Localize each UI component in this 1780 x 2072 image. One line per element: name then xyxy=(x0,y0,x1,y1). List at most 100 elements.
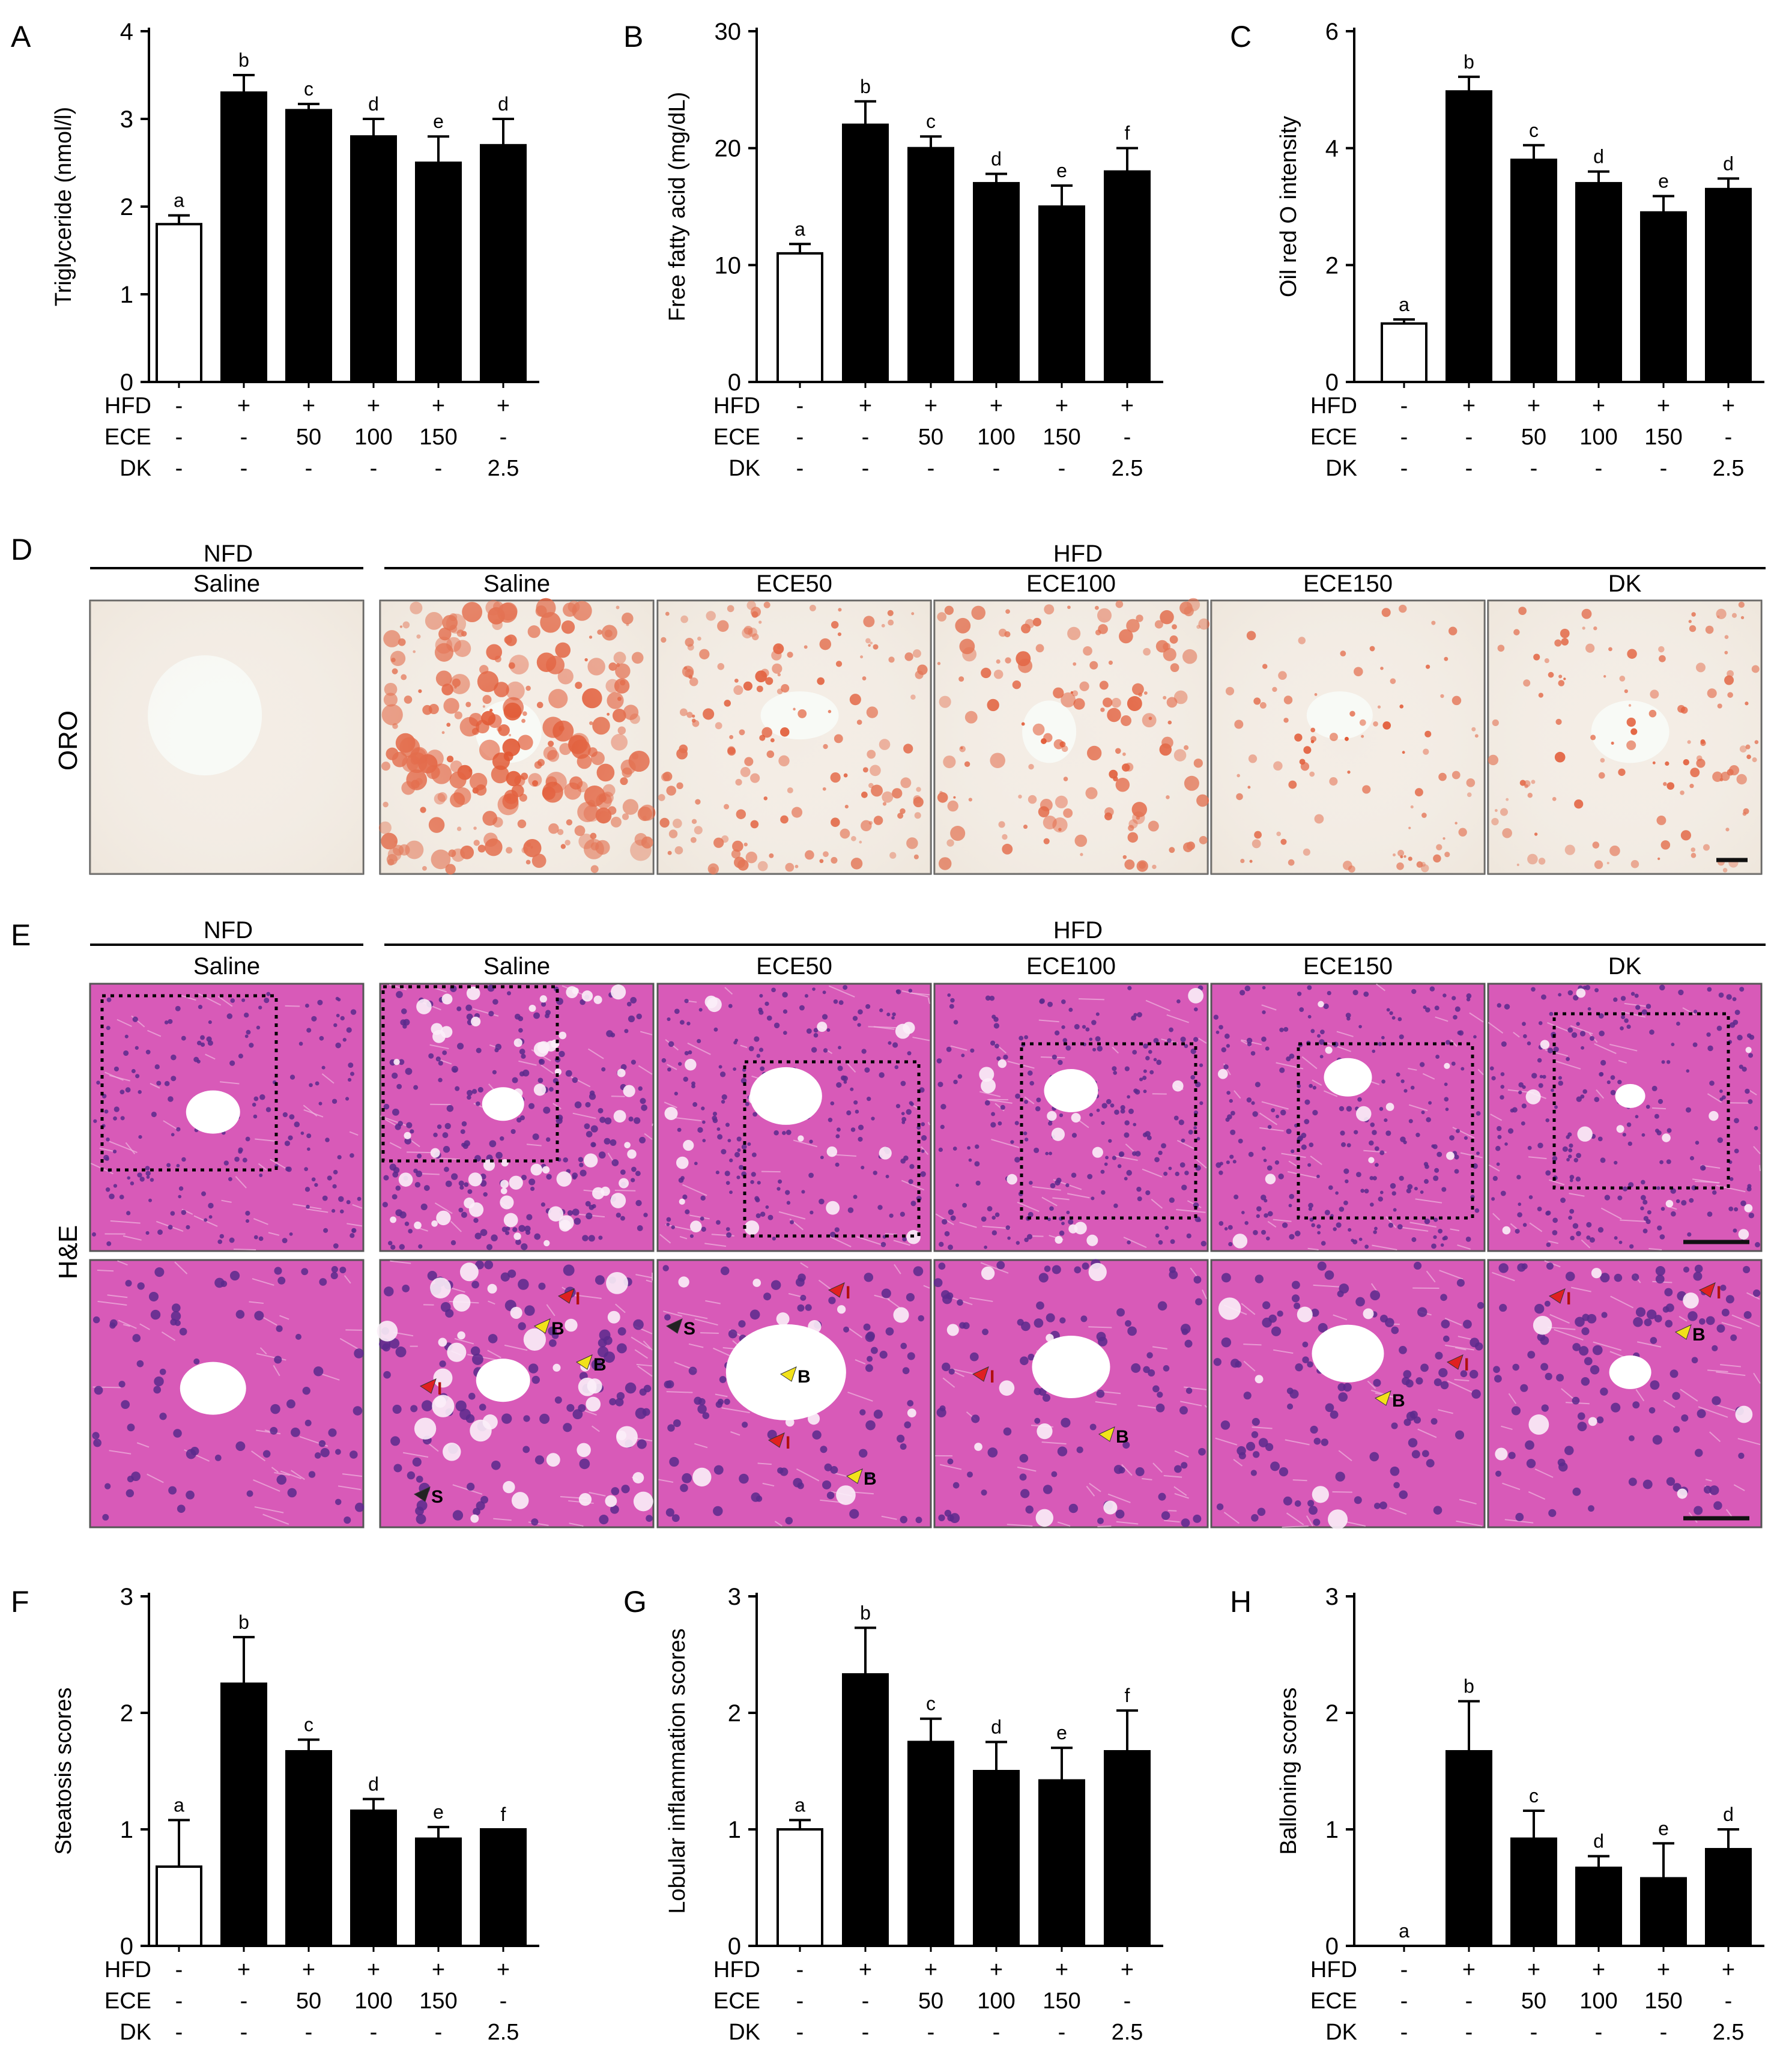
nucleus xyxy=(1617,1195,1623,1201)
nucleus xyxy=(1161,1511,1170,1520)
nucleus xyxy=(439,1360,446,1368)
nucleus xyxy=(242,1157,247,1163)
nucleus xyxy=(1049,1151,1053,1156)
nucleus xyxy=(944,1231,950,1237)
nucleus xyxy=(1319,1055,1324,1059)
nucleus xyxy=(712,1111,718,1116)
sinusoid xyxy=(1017,1466,1037,1472)
nucleus xyxy=(1493,1366,1500,1374)
significance-letter: c xyxy=(926,1693,936,1715)
nucleus xyxy=(896,1434,905,1443)
sinusoid xyxy=(1594,1043,1617,1055)
nucleus xyxy=(1050,1183,1056,1189)
nucleus xyxy=(1046,1313,1055,1322)
fat-vacuole xyxy=(692,1467,712,1487)
nucleus xyxy=(1163,1365,1170,1372)
nucleus xyxy=(1579,1031,1586,1037)
treatment-cell: - xyxy=(175,2020,183,2045)
y-tick-label: 0 xyxy=(1325,1933,1339,1960)
nucleus xyxy=(585,1201,591,1207)
nucleus xyxy=(1718,992,1724,998)
nucleus xyxy=(1473,1035,1477,1039)
nucleus xyxy=(1346,1143,1351,1148)
sinusoid xyxy=(646,1279,653,1283)
nucleus xyxy=(1258,1438,1268,1447)
sinusoid xyxy=(384,1118,397,1127)
nucleus xyxy=(383,1103,390,1110)
nucleus xyxy=(126,1211,131,1216)
sinusoid xyxy=(258,1163,267,1171)
he-tile-high-1 xyxy=(377,1259,655,1528)
sinusoid xyxy=(1259,1112,1278,1125)
nucleus xyxy=(786,1130,792,1135)
nucleus xyxy=(526,1214,533,1220)
marker-letter: I xyxy=(575,1289,580,1309)
sinusoid xyxy=(123,1235,142,1241)
group-label-hfd-he: HFD xyxy=(1053,917,1103,944)
nucleus xyxy=(1042,1393,1051,1402)
y-tick-label: 3 xyxy=(120,106,133,133)
sinusoid xyxy=(923,1285,930,1289)
nucleus xyxy=(1568,1216,1573,1220)
nucleus xyxy=(127,1423,135,1432)
sinusoid xyxy=(730,1431,740,1436)
nucleus xyxy=(626,1002,632,1007)
nucleus xyxy=(208,1215,213,1219)
nucleus xyxy=(491,1460,501,1470)
marker-letter: I xyxy=(786,1433,790,1453)
nucleus xyxy=(1433,1217,1438,1222)
group-label-hfd: HFD xyxy=(1053,541,1103,567)
nucleus xyxy=(1415,1377,1423,1385)
sinusoid xyxy=(1057,1521,1071,1527)
nucleus xyxy=(1071,1133,1077,1138)
nucleus xyxy=(826,1491,835,1500)
nucleus xyxy=(338,1196,344,1202)
treatment-cell: + xyxy=(1722,1957,1735,1983)
nucleus xyxy=(1364,1244,1369,1249)
sinusoid xyxy=(136,1442,150,1448)
nucleus xyxy=(398,1059,405,1065)
nucleus xyxy=(1491,1197,1495,1201)
nucleus xyxy=(797,1304,805,1312)
fat-vacuole xyxy=(1495,1447,1508,1461)
nucleus xyxy=(1354,1130,1358,1134)
nucleus xyxy=(590,1125,598,1133)
nucleus xyxy=(238,1147,243,1153)
nucleus xyxy=(780,1467,789,1476)
nucleus xyxy=(354,1348,364,1359)
bar-h-1 xyxy=(1445,1750,1492,1948)
nucleus xyxy=(1034,1417,1041,1424)
nucleus xyxy=(350,1233,355,1238)
nucleus xyxy=(1581,1377,1590,1386)
fat-vacuole xyxy=(523,1328,546,1351)
nucleus xyxy=(1571,1032,1578,1038)
nucleus xyxy=(637,1439,647,1449)
treatment-cell: - xyxy=(1725,425,1733,450)
lesion-marker-b: B xyxy=(1374,1390,1405,1411)
nucleus xyxy=(819,1198,825,1205)
nucleus xyxy=(736,1175,740,1180)
nucleus xyxy=(417,1153,422,1159)
row-label-ece: ECE xyxy=(1310,425,1357,450)
nucleus xyxy=(959,1322,966,1329)
nucleus xyxy=(628,1015,635,1023)
nucleus xyxy=(1676,1022,1680,1026)
nucleus xyxy=(533,1012,540,1019)
nucleus xyxy=(1321,1241,1326,1246)
nucleus xyxy=(1213,1358,1221,1366)
nucleus xyxy=(1423,1005,1427,1010)
nucleus xyxy=(306,1028,312,1033)
sinusoid xyxy=(1450,1228,1460,1232)
sinusoid xyxy=(279,1315,289,1320)
marker-letter: I xyxy=(1716,1283,1721,1303)
nucleus xyxy=(1354,1496,1362,1504)
nucleus xyxy=(975,1180,981,1186)
y-tick-label: 2 xyxy=(1325,252,1339,279)
lesion-marker-b: B xyxy=(780,1366,811,1387)
nucleus xyxy=(346,1027,352,1033)
nucleus xyxy=(1620,996,1626,1001)
nucleus xyxy=(1238,1138,1243,1144)
nucleus xyxy=(1635,1307,1646,1317)
nucleus xyxy=(1307,1361,1313,1368)
nucleus xyxy=(586,1131,593,1137)
